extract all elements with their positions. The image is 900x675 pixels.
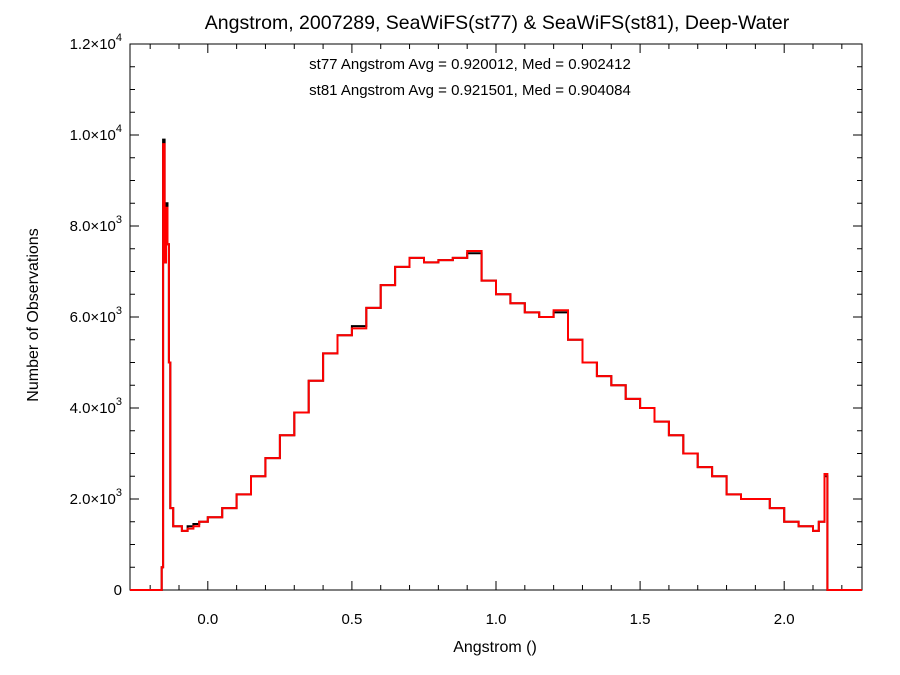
- y-tick-label: 2.0×103: [70, 487, 122, 508]
- y-axis-label: Number of Observations: [25, 228, 42, 401]
- y-tick-exponent: 3: [116, 487, 122, 499]
- y-tick-mantissa: 6.0×10: [70, 309, 116, 326]
- y-tick-exponent: 3: [116, 305, 122, 317]
- y-tick-mantissa: 1.0×10: [70, 127, 116, 144]
- y-tick-label: 1.2×104: [70, 32, 122, 53]
- y-tick-label: 1.0×104: [70, 123, 122, 144]
- y-tick-label: 6.0×103: [70, 305, 122, 326]
- y-tick-exponent: 3: [116, 214, 122, 226]
- annotation-st77: st77 Angstrom Avg = 0.920012, Med = 0.90…: [309, 56, 631, 73]
- y-tick-mantissa: 1.2×10: [70, 36, 116, 53]
- y-tick-exponent: 3: [116, 396, 122, 408]
- x-tick-label: 1.0: [486, 611, 507, 628]
- x-tick-label: 0.5: [341, 611, 362, 628]
- y-tick-label: 4.0×103: [70, 396, 122, 417]
- y-tick-label: 0: [114, 582, 122, 599]
- y-tick-mantissa: 4.0×10: [70, 400, 116, 417]
- series-line-0: [130, 138, 862, 591]
- plot-frame: [129, 43, 863, 591]
- x-tick-label: 2.0: [774, 611, 795, 628]
- y-tick-label: 8.0×103: [70, 214, 122, 235]
- chart-title: Angstrom, 2007289, SeaWiFS(st77) & SeaWi…: [205, 12, 790, 34]
- series-line-1: [130, 143, 862, 591]
- annotation-st81: st81 Angstrom Avg = 0.921501, Med = 0.90…: [309, 82, 631, 99]
- x-tick-label: 0.0: [197, 611, 218, 628]
- y-tick-exponent: 4: [116, 32, 122, 44]
- y-tick-mantissa: 2.0×10: [70, 491, 116, 508]
- y-tick-exponent: 4: [116, 123, 122, 135]
- x-axis-label: Angstrom (): [453, 639, 537, 656]
- y-tick-mantissa: 8.0×10: [70, 218, 116, 235]
- x-tick-label: 1.5: [630, 611, 651, 628]
